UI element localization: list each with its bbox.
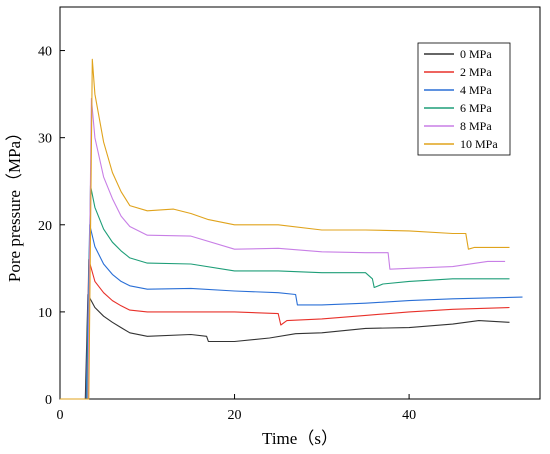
axis-ticks: 0 20 40 0 10 20 30 40 [38, 45, 416, 423]
series-line [60, 97, 506, 400]
legend-entry: 2 MPa [460, 65, 492, 79]
series-line [60, 259, 510, 400]
series-line [60, 293, 510, 400]
y-axis-label: Pore pressure（MPa） [5, 124, 24, 282]
x-tick-label: 0 [57, 408, 64, 423]
legend: 0 MPa 2 MPa 4 MPa 6 MPa 8 MPa 10 MPa [424, 47, 498, 151]
legend-entry: 8 MPa [460, 119, 492, 133]
series-line [60, 224, 523, 400]
y-tick-label: 40 [38, 45, 52, 60]
y-tick-label: 20 [38, 219, 52, 234]
x-axis-label: Time（s） [262, 429, 338, 448]
y-tick-label: 30 [38, 132, 52, 147]
series-line [60, 185, 510, 400]
y-tick-label: 0 [45, 393, 52, 408]
legend-box [417, 42, 511, 156]
legend-entry: 0 MPa [460, 47, 492, 61]
legend-entry: 4 MPa [460, 83, 492, 97]
series-group [60, 58, 523, 400]
legend-entry: 10 MPa [460, 137, 498, 151]
x-tick-label: 20 [228, 408, 242, 423]
series-line [60, 58, 510, 400]
y-tick-label: 10 [38, 306, 52, 321]
plot-frame [59, 6, 541, 400]
x-tick-label: 40 [402, 408, 416, 423]
legend-entry: 6 MPa [460, 101, 492, 115]
